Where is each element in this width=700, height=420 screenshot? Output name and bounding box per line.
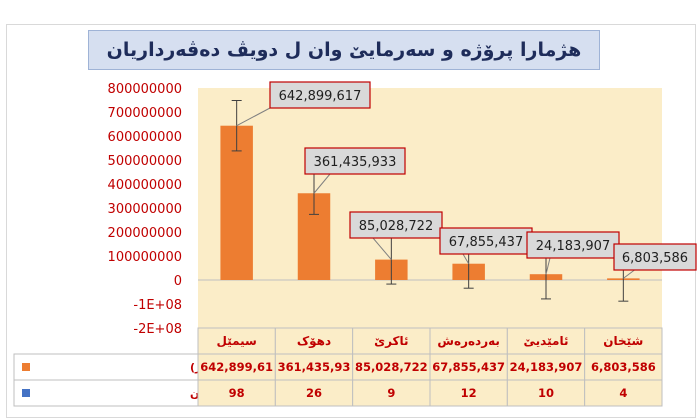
table-value: 9 [387, 386, 395, 400]
y-tick-label: 500000000 [108, 154, 182, 169]
table-value: 10 [538, 386, 554, 400]
table-cell [429, 353, 508, 381]
table-cell [197, 327, 276, 355]
table-value: 26 [306, 386, 322, 400]
leader-line [236, 107, 271, 127]
y-tick-label: 300000000 [108, 202, 182, 217]
table-row-header [13, 379, 199, 407]
category-label: سیمێل [216, 334, 256, 348]
data-label-box [526, 231, 620, 259]
data-label-box [304, 147, 406, 175]
table-cell [352, 379, 431, 407]
table-cell [429, 379, 508, 407]
table-value: 642,899,61 [200, 360, 273, 374]
legend-key [22, 389, 30, 397]
y-tick-label: -2E+08 [133, 322, 182, 337]
leader-line [462, 253, 470, 264]
table-outline [13, 353, 663, 407]
leader-line [545, 257, 551, 275]
data-label: 67,855,437 [449, 235, 523, 250]
table-value: 361,435,93 [278, 360, 351, 374]
table-value: 4 [619, 386, 627, 400]
data-label: 85,028,722 [359, 219, 433, 234]
table-value: 85,028,722 [355, 360, 428, 374]
table-value: 98 [229, 386, 245, 400]
plot-area [198, 88, 662, 328]
table-cell [429, 327, 508, 355]
table-value: 24,183,907 [510, 360, 583, 374]
data-label: 6,803,586 [622, 251, 688, 266]
data-label-box [269, 81, 371, 109]
leader-line [623, 269, 635, 279]
table-cell [506, 327, 586, 355]
table-cell [506, 353, 586, 381]
table-value: 6,803,586 [591, 360, 656, 374]
category-label: ئاکرێ [374, 334, 408, 348]
table-cell [584, 327, 663, 355]
legend-key [22, 363, 30, 371]
data-label: 361,435,933 [314, 155, 397, 170]
category-label: بەردەرەش [437, 334, 499, 348]
y-tick-label: 400000000 [108, 178, 182, 193]
data-label-box [613, 243, 697, 271]
y-tick-label: 0 [174, 274, 182, 289]
y-tick-label: -1E+08 [133, 298, 182, 313]
y-tick-label: 200000000 [108, 226, 182, 241]
category-label: ئامێدیێ [524, 334, 569, 348]
y-tick-label: 100000000 [108, 250, 182, 265]
chart-title: هژمارا پرۆژە و سەرمایێ وان ل دویڤ دەڤەرد… [88, 30, 600, 70]
category-label: دهۆک [297, 334, 331, 349]
table-cell [584, 353, 663, 381]
table-value: 67,855,437 [432, 360, 505, 374]
data-label-box [439, 227, 533, 255]
y-tick-label: 700000000 [108, 106, 182, 121]
table-cell [506, 379, 586, 407]
data-label-box [349, 211, 443, 239]
leader-line [372, 237, 392, 260]
table-row-header [13, 353, 199, 381]
y-tick-label: 600000000 [108, 130, 182, 145]
data-label: 642,899,617 [279, 89, 362, 104]
y-tick-label: 800000000 [108, 82, 182, 97]
leader-line [313, 173, 331, 194]
table-cell [274, 353, 354, 381]
bar [220, 125, 253, 280]
table-value: 12 [461, 386, 477, 400]
data-label: 24,183,907 [536, 239, 610, 254]
category-label: شێخان [603, 334, 643, 348]
table-cell [197, 379, 276, 407]
